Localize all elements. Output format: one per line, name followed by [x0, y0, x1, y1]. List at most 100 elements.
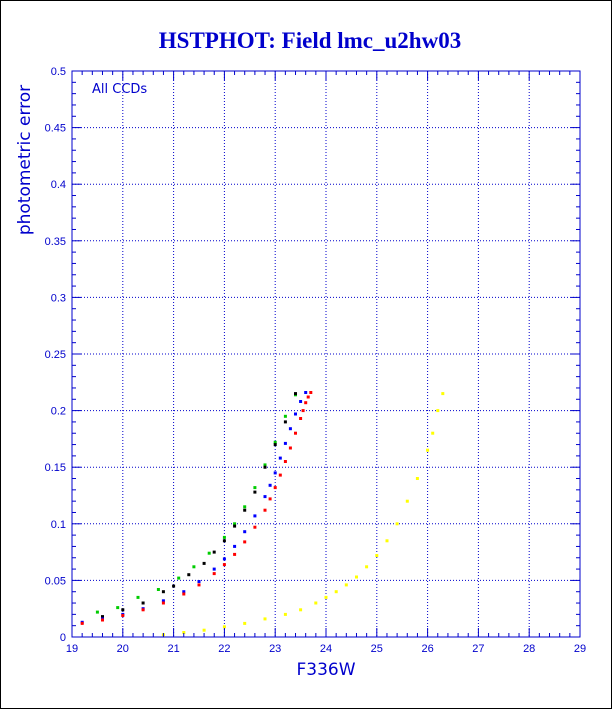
data-point	[283, 414, 287, 418]
data-point	[441, 392, 445, 396]
data-point	[294, 392, 297, 396]
data-point	[299, 608, 303, 612]
data-point	[222, 539, 226, 543]
data-point	[141, 601, 145, 605]
y-tick-label: 0.15	[45, 462, 66, 474]
data-point	[243, 621, 247, 625]
data-point	[233, 544, 237, 548]
data-point	[116, 606, 120, 610]
data-point	[263, 465, 267, 469]
data-point	[243, 530, 247, 534]
data-point	[80, 621, 84, 625]
data-point	[304, 401, 308, 405]
data-point	[263, 495, 267, 499]
grid-lines	[72, 71, 580, 637]
data-point	[101, 615, 104, 619]
annotation-all-ccds: All CCDs	[92, 82, 147, 97]
data-point	[202, 628, 206, 632]
data-point	[182, 631, 186, 634]
data-point	[233, 524, 237, 528]
data-point	[288, 427, 292, 431]
data-point	[182, 590, 186, 594]
data-point	[273, 440, 277, 444]
data-point	[278, 473, 282, 477]
data-point	[306, 395, 310, 399]
data-point	[273, 443, 277, 447]
data-point	[301, 409, 305, 413]
data-point	[294, 431, 297, 435]
data-point	[294, 412, 297, 416]
data-point	[222, 557, 226, 561]
data-point	[365, 565, 369, 569]
data-point	[263, 463, 267, 467]
y-tick-label: 0.25	[45, 349, 66, 361]
data-point	[121, 608, 125, 612]
data-point	[299, 400, 303, 403]
data-point	[253, 514, 257, 518]
y-tick-label: 0.3	[51, 292, 66, 304]
data-point	[263, 617, 267, 621]
data-point	[233, 522, 237, 526]
data-point	[101, 618, 104, 622]
x-tick-label: 23	[269, 643, 281, 655]
x-tick-label: 26	[421, 643, 433, 655]
y-tick-label: 0.1	[51, 519, 66, 531]
data-point	[283, 441, 287, 445]
data-point	[253, 525, 257, 529]
data-point	[136, 595, 140, 599]
data-point	[222, 625, 226, 629]
y-tick-label: 0.05	[45, 575, 66, 587]
data-point	[172, 584, 176, 588]
x-tick-label: 28	[523, 643, 535, 655]
data-point	[222, 535, 226, 539]
data-point	[395, 522, 399, 526]
data-point	[426, 448, 430, 452]
data-point	[177, 576, 181, 580]
data-point	[212, 550, 216, 554]
data-point	[273, 486, 277, 490]
y-tick-label: 0.5	[51, 66, 66, 78]
x-tick-label: 25	[371, 643, 383, 655]
data-point	[309, 391, 313, 394]
data-point	[192, 565, 196, 569]
axis-ticks: 19 20 21 22 23 24 25 26 27 28 29 0 0.05 0.1 0.15 0.2 0.2…	[45, 66, 587, 655]
data-point	[278, 456, 282, 460]
data-point	[212, 572, 216, 576]
y-tick-label: 0.2	[51, 406, 66, 418]
data-point	[243, 540, 247, 544]
data-point	[161, 599, 165, 603]
data-point	[385, 539, 389, 543]
data-point	[202, 561, 206, 565]
data-point	[197, 580, 201, 583]
data-point	[273, 471, 277, 475]
data-point	[121, 614, 125, 617]
data-point	[212, 567, 216, 571]
data-point	[243, 508, 247, 512]
data-point	[283, 612, 287, 616]
data-point	[141, 608, 145, 612]
y-tick-label: 0.45	[45, 123, 66, 135]
y-tick-label: 0	[60, 632, 66, 644]
data-point	[375, 554, 379, 557]
data-point	[161, 590, 165, 594]
data-point	[207, 551, 211, 555]
x-tick-label: 21	[167, 643, 179, 655]
x-tick-label: 29	[574, 643, 586, 655]
data-point	[233, 552, 237, 556]
data-point	[324, 595, 328, 599]
data-point	[182, 592, 186, 596]
data-point	[288, 446, 292, 450]
data-point	[334, 590, 338, 594]
data-point	[268, 483, 272, 487]
data-point	[355, 575, 358, 579]
x-tick-label: 20	[117, 643, 129, 655]
x-tick-label: 22	[218, 643, 230, 655]
data-point	[253, 490, 257, 494]
data-point	[405, 499, 409, 503]
data-point	[314, 601, 318, 605]
data-point	[187, 573, 191, 577]
data-point	[415, 477, 419, 480]
data-point	[156, 588, 160, 591]
data-points	[80, 391, 445, 637]
